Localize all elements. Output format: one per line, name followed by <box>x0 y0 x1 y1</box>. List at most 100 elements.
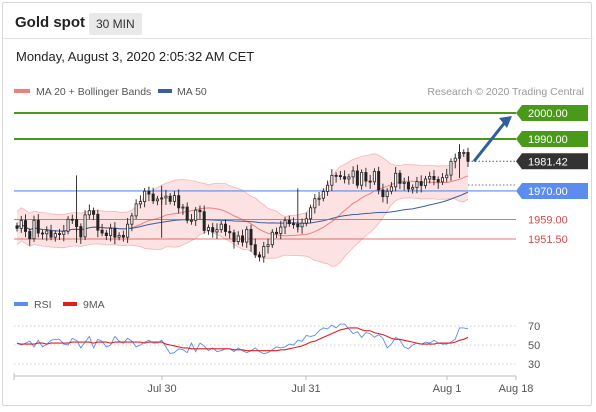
candle <box>313 194 317 214</box>
time-axis: Jul 30 Jul 31 Aug 1 Aug 18 <box>13 373 533 395</box>
candle-body <box>245 228 249 243</box>
candle-body <box>343 176 347 180</box>
candle-body <box>394 172 398 188</box>
ma50-legend-swatch <box>158 89 172 93</box>
candle-body <box>36 219 40 234</box>
candle-body <box>172 195 176 202</box>
candle <box>177 189 181 214</box>
candle <box>317 191 321 206</box>
candle-body <box>428 175 432 180</box>
candle-body <box>121 234 125 238</box>
price-level-label: 1959.00 <box>528 215 568 227</box>
candle-body <box>62 230 66 235</box>
price-badge-shape <box>516 153 588 170</box>
candle <box>104 229 108 241</box>
candle-body <box>440 177 444 183</box>
timestamp: Monday, August 3, 2020 2:05:32 AM CET <box>16 49 255 64</box>
candle-body <box>453 157 457 162</box>
candle <box>151 187 155 204</box>
candle-body <box>381 189 385 198</box>
candle-body <box>385 190 389 198</box>
rsi-panel: 30 50 70 <box>14 321 540 371</box>
candle <box>96 209 100 238</box>
candle <box>245 226 249 248</box>
candle-body <box>419 181 423 186</box>
candle <box>36 214 40 238</box>
candle <box>283 217 287 235</box>
candle <box>28 228 32 246</box>
candle <box>419 175 423 193</box>
price-level-label: 1981.42 <box>528 156 568 168</box>
candle <box>100 223 104 237</box>
candle-body <box>411 187 415 190</box>
candle <box>253 238 257 258</box>
candle <box>155 195 159 206</box>
candle-body <box>283 219 287 228</box>
candle-body <box>262 246 266 258</box>
candle-body <box>317 197 321 200</box>
candle <box>117 232 121 241</box>
candle-body <box>445 174 449 179</box>
candle-body <box>330 174 334 186</box>
instrument-title: Gold spot <box>15 14 85 31</box>
candle-body <box>96 213 100 231</box>
candle-body <box>432 175 436 180</box>
candle <box>364 167 368 187</box>
candle <box>24 214 28 238</box>
candle-body <box>24 220 28 232</box>
candle <box>347 173 351 185</box>
candle-body <box>185 206 189 221</box>
candle-body <box>279 226 283 234</box>
timeframe-badge[interactable]: 30 MIN <box>89 13 142 35</box>
rsi-ma-legend-swatch <box>63 302 77 306</box>
candle <box>453 153 457 169</box>
candle <box>266 238 270 254</box>
candle-body <box>19 220 23 229</box>
candle <box>202 205 206 234</box>
rsi-ma-line <box>16 327 469 352</box>
candle <box>330 169 334 191</box>
candle <box>466 147 470 168</box>
candle-body <box>79 226 83 238</box>
candle-body <box>292 223 296 226</box>
candle-body <box>92 210 96 215</box>
time-axis-label: Aug 1 <box>433 383 462 395</box>
candle <box>219 221 223 233</box>
candle <box>185 202 189 224</box>
candle <box>402 177 406 191</box>
rsi-line <box>16 323 469 355</box>
candle-body <box>266 244 270 247</box>
candle-body <box>83 214 87 238</box>
candle <box>360 169 364 190</box>
candle <box>262 241 266 263</box>
candle-body <box>45 230 49 235</box>
candle <box>338 170 342 180</box>
candle <box>126 217 130 243</box>
candle-body <box>194 209 198 221</box>
candle-body <box>270 231 274 246</box>
candle <box>445 168 449 183</box>
candle-body <box>151 193 155 202</box>
rsi-legend: RSI 9MA <box>14 299 105 311</box>
candle <box>436 176 440 189</box>
candle-body <box>338 175 342 178</box>
candle-body <box>406 181 410 190</box>
candle <box>232 229 236 249</box>
candle-body <box>113 227 117 238</box>
candle-body <box>15 225 19 229</box>
candle <box>270 229 274 248</box>
candle-body <box>147 190 151 195</box>
candle-body <box>32 219 36 240</box>
candle-body <box>134 203 138 217</box>
candle <box>53 230 57 242</box>
candle <box>62 224 66 242</box>
price-level-label: 1970.00 <box>528 186 568 198</box>
candle-body <box>155 198 159 202</box>
candle <box>83 210 87 241</box>
candle <box>411 184 415 194</box>
candle <box>300 218 304 234</box>
candle-body <box>104 232 108 237</box>
candle <box>32 215 36 242</box>
candle <box>198 205 202 219</box>
candle-body <box>117 234 121 238</box>
